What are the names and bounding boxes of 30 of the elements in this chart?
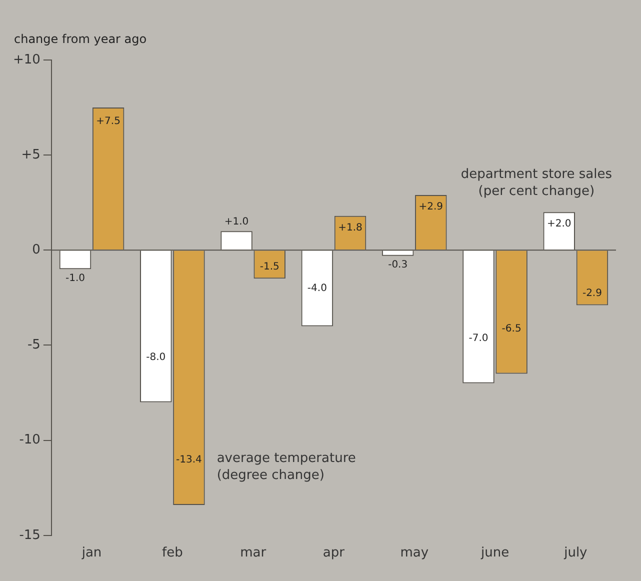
data-label: -2.9 bbox=[582, 288, 602, 299]
x-tick-label: apr bbox=[322, 546, 346, 561]
y-tick-label: +10 bbox=[12, 52, 40, 68]
data-label: -1.0 bbox=[65, 272, 85, 284]
y-tick-label: -5 bbox=[27, 338, 40, 353]
x-tick-label: jan bbox=[80, 546, 102, 561]
y-tick-label: -15 bbox=[19, 528, 40, 543]
x-tick-label: may bbox=[400, 546, 429, 561]
data-label: +1.8 bbox=[338, 222, 362, 234]
data-label: -4.0 bbox=[307, 283, 327, 294]
data-label: +2.9 bbox=[418, 202, 444, 213]
data-label: +1.0 bbox=[224, 216, 249, 228]
data-label: -7.0 bbox=[468, 332, 488, 344]
x-tick-label: july bbox=[563, 546, 588, 561]
y-tick-label: 0 bbox=[32, 242, 40, 258]
data-label: -1.5 bbox=[260, 261, 280, 272]
data-label: -0.3 bbox=[388, 259, 408, 270]
y-axis-title: change from year ago bbox=[14, 32, 147, 46]
y-tick-label: -10 bbox=[19, 432, 40, 448]
data-label: +2.0 bbox=[546, 218, 572, 230]
x-tick-label: feb bbox=[162, 546, 183, 561]
x-tick-label: june bbox=[480, 546, 510, 561]
data-label: -6.5 bbox=[502, 323, 522, 334]
x-tick-label: mar bbox=[240, 546, 267, 561]
series-label: average temperature (degree change) bbox=[216, 450, 356, 483]
y-tick-label: +5 bbox=[21, 147, 40, 162]
data-label: +7.5 bbox=[96, 116, 120, 128]
data-label: -8.0 bbox=[146, 352, 166, 363]
text: department store sales (per cent change) bbox=[460, 167, 612, 200]
data-label: -13.4 bbox=[176, 454, 202, 466]
